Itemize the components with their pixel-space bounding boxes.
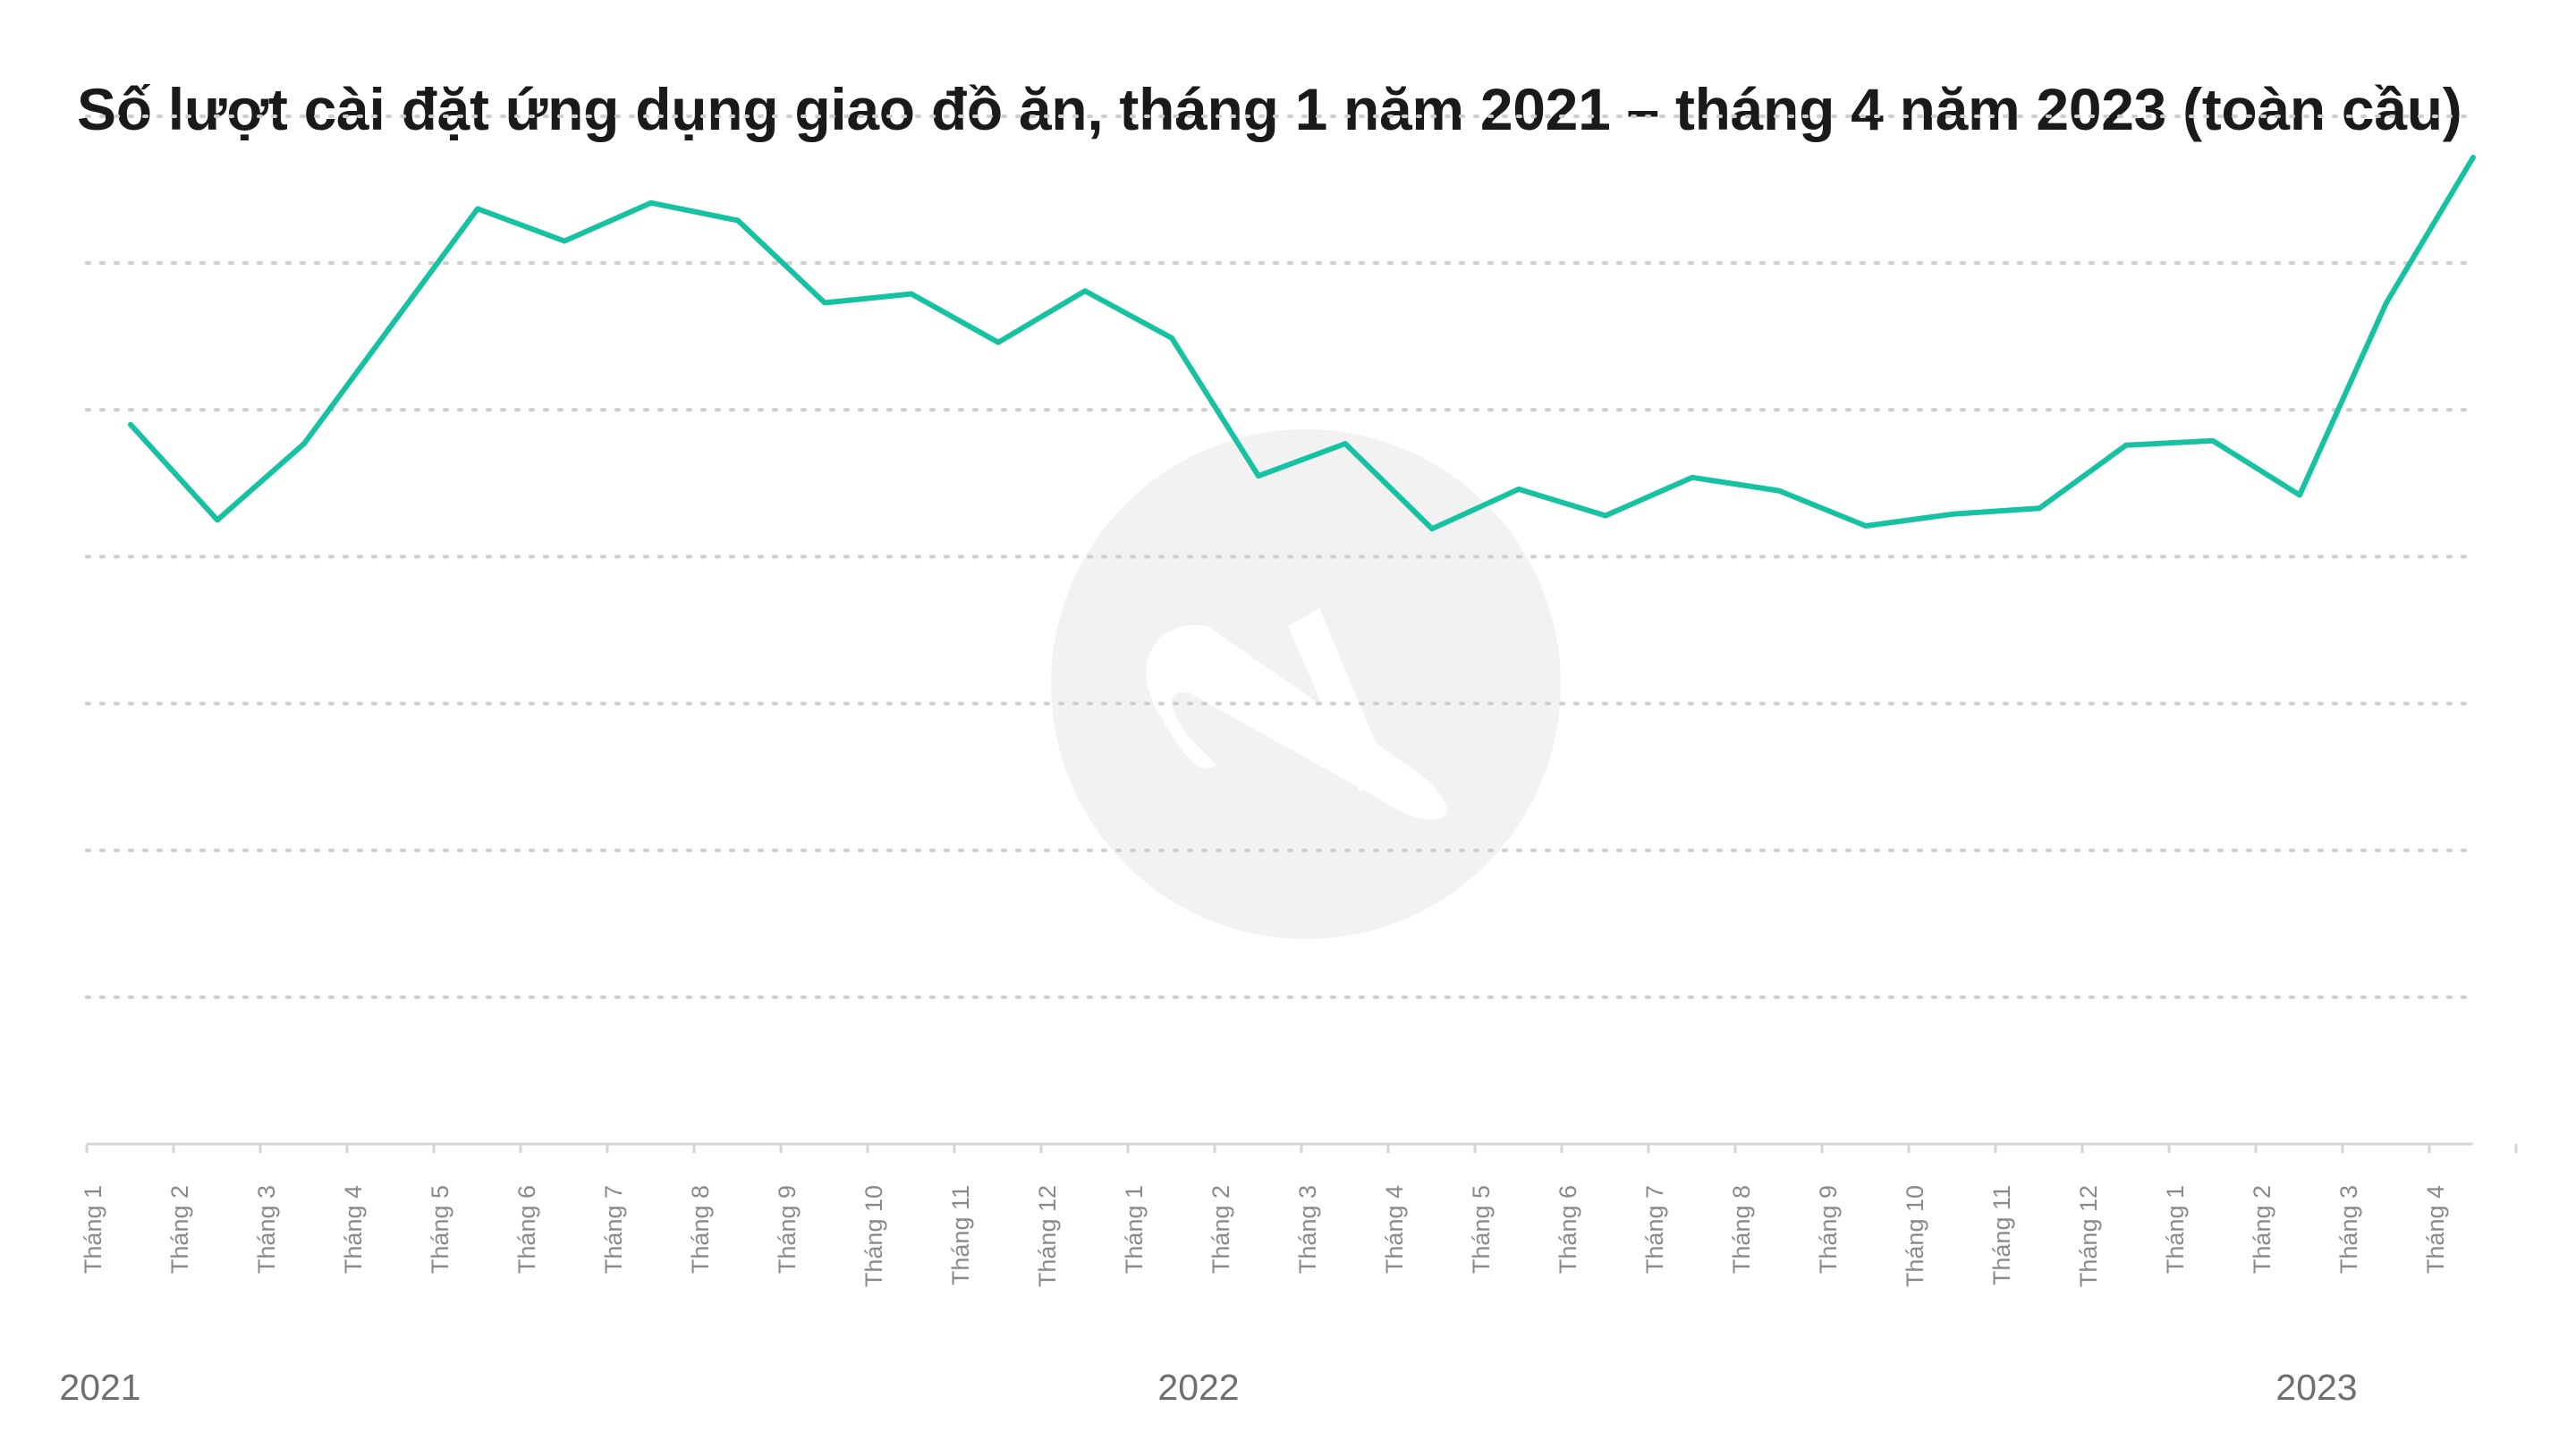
x-tick-label: Tháng 12: [1034, 1185, 1061, 1287]
year-labels: 2021 2022 2023: [59, 1367, 2357, 1408]
x-tick-label: Tháng 1: [2162, 1185, 2189, 1274]
x-tick-label: Tháng 6: [1555, 1185, 1581, 1274]
x-tick-label: Tháng 7: [1641, 1185, 1668, 1274]
x-tick-label: Tháng 1: [80, 1185, 106, 1274]
x-tick-label: Tháng 9: [774, 1185, 801, 1274]
x-tick-label: Tháng 10: [860, 1185, 887, 1287]
x-tick-label: Tháng 3: [1294, 1185, 1321, 1274]
x-tick-label: Tháng 1: [1121, 1185, 1148, 1274]
x-tick-label: Tháng 2: [166, 1185, 193, 1274]
year-label: 2021: [59, 1367, 140, 1408]
series-line: [128, 155, 2476, 532]
x-tick-label: Tháng 4: [1381, 1185, 1408, 1274]
x-tick-label: Tháng 7: [600, 1185, 627, 1274]
x-tick-label: Tháng 4: [2422, 1185, 2449, 1274]
year-label: 2022: [1157, 1367, 1239, 1408]
x-tick-label: Tháng 10: [1902, 1185, 1928, 1287]
x-tick-label: Tháng 11: [947, 1185, 974, 1285]
x-tick-label: Tháng 11: [1988, 1185, 2015, 1285]
x-tick-label: Tháng 9: [1815, 1185, 1842, 1274]
chart-title: Số lượt cài đặt ứng dụng giao đồ ăn, thá…: [77, 76, 2462, 142]
gridlines: [85, 114, 2475, 999]
x-tick-label: Tháng 6: [513, 1185, 540, 1274]
x-tick-label: Tháng 4: [340, 1185, 367, 1274]
x-tick-label: Tháng 3: [253, 1185, 280, 1274]
year-label: 2023: [2275, 1367, 2357, 1408]
x-tick-label: Tháng 2: [1208, 1185, 1234, 1274]
x-tick-label: Tháng 8: [1728, 1185, 1755, 1274]
x-tick-label: Tháng 2: [2249, 1185, 2275, 1274]
x-tick-label: Tháng 5: [1468, 1185, 1495, 1274]
x-tick-label: Tháng 3: [2335, 1185, 2362, 1274]
x-tick-label: Tháng 5: [427, 1185, 453, 1274]
x-tick-label: Tháng 8: [687, 1185, 714, 1274]
x-tick-label: Tháng 12: [2075, 1185, 2102, 1287]
x-axis-tick-labels: Tháng 1 Tháng 2 Tháng 3 Tháng 4 Tháng 5 Tháng…: [80, 1185, 2449, 1287]
x-axis-ticks: [85, 1144, 2518, 1153]
